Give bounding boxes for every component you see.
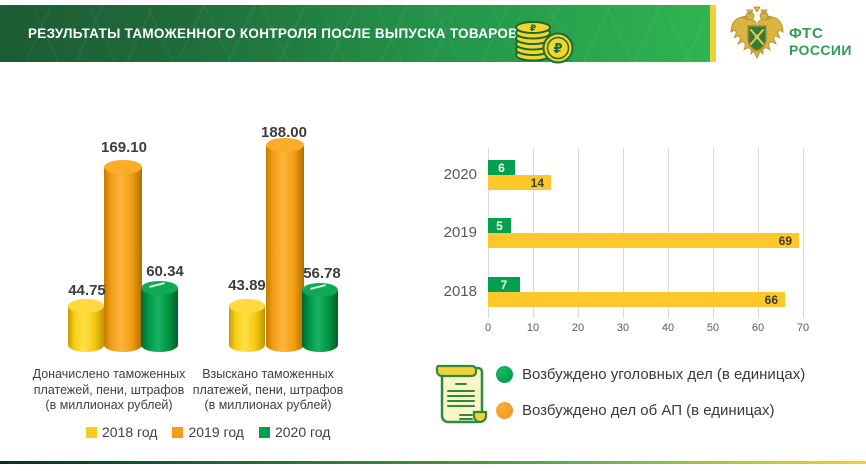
bar-vzyskano-2019 — [266, 138, 304, 352]
legend-item-2020: 2020 год — [258, 424, 331, 440]
svg-text:₽: ₽ — [553, 42, 562, 57]
fts-emblem-icon — [730, 6, 784, 59]
gridline — [803, 148, 804, 318]
category-line: платежей, пени, штрафов — [192, 382, 344, 397]
bar-value-label: 43.89 — [228, 277, 266, 294]
bar-2020-criminal: 6 — [488, 160, 515, 175]
x-axis-tick: 50 — [706, 322, 720, 334]
category-label-vzyskano: Взыскано таможенных платежей, пени, штра… — [186, 367, 350, 414]
scroll-document-icon — [435, 364, 488, 424]
right-legend-ap: Возбуждено дел об АП (в единицах) — [496, 402, 775, 419]
page-title: РЕЗУЛЬТАТЫ ТАМОЖЕННОГО КОНТРОЛЯ ПОСЛЕ ВЫ… — [28, 26, 519, 41]
left-chart-legend: 2018 год 2019 год 2020 год — [86, 424, 330, 440]
legend-item-2019: 2019 год — [172, 424, 244, 440]
legend-swatch-orange — [172, 426, 184, 438]
legend-swatch-green — [258, 426, 270, 438]
x-axis-tick: 40 — [661, 322, 675, 334]
orange-dot-icon — [496, 402, 513, 419]
banner-divider — [710, 5, 716, 62]
bar-donachisleno-2018 — [68, 299, 104, 352]
logo-line-fts: ФТС — [789, 25, 824, 42]
y-axis-label: 2019 — [443, 224, 477, 241]
svg-text:₽: ₽ — [530, 24, 536, 34]
category-line: (в миллионах рублей) — [45, 398, 173, 412]
x-axis-tick: 60 — [751, 322, 765, 334]
bar-value-label: 188.00 — [261, 124, 307, 141]
bar-2018-ap: 66 — [488, 292, 785, 307]
bar-value-label: 44.75 — [68, 282, 106, 299]
x-axis-tick: 0 — [484, 322, 492, 334]
x-axis-tick: 70 — [796, 322, 810, 334]
category-line: Взыскано таможенных — [202, 367, 334, 381]
category-line: Доначислено таможенных — [32, 367, 186, 381]
category-label-donachisleno: Доначислено таможенных платежей, пени, ш… — [27, 367, 191, 414]
x-axis-tick: 30 — [616, 322, 630, 334]
bar-donachisleno-2020 — [141, 281, 178, 352]
bar-vzyskano-2018 — [229, 299, 265, 352]
legend-label: 2018 год — [102, 424, 158, 440]
legend-label: Возбуждено уголовных дел (в единицах) — [522, 366, 806, 383]
right-bar-chart: 6 14 5 69 7 66 — [488, 148, 810, 318]
bar-donachisleno-2019 — [104, 160, 142, 352]
bar-2019-ap: 69 — [488, 233, 799, 248]
right-legend-criminal: Возбуждено уголовных дел (в единицах) — [496, 366, 805, 383]
legend-label: Возбуждено дел об АП (в единицах) — [522, 402, 775, 419]
legend-item-2018: 2018 год — [86, 424, 157, 440]
green-dot-icon — [496, 366, 513, 383]
y-axis-label: 2018 — [443, 283, 477, 300]
fts-logo-text: ФТС РОССИИ — [789, 26, 852, 57]
bar-value-label: 169.10 — [101, 139, 147, 156]
bar-value-label: 56.78 — [303, 265, 341, 282]
category-line: платежей, пени, штрафов — [33, 382, 185, 397]
bar-2018-criminal: 7 — [488, 277, 520, 292]
bar-vzyskano-2020 — [302, 283, 338, 352]
x-axis-tick: 10 — [526, 322, 540, 334]
y-axis-label: 2020 — [443, 166, 477, 183]
category-line: (в миллионах рублей) — [204, 398, 332, 412]
footer-accent-line — [0, 461, 866, 464]
ruble-coins-icon: ₽ ₽ — [515, 21, 574, 64]
legend-label: 2020 год — [274, 424, 331, 440]
logo-line-rossii: РОССИИ — [789, 42, 852, 58]
header-banner: РЕЗУЛЬТАТЫ ТАМОЖЕННОГО КОНТРОЛЯ ПОСЛЕ ВЫ… — [0, 5, 710, 64]
bar-value-label: 60.34 — [146, 263, 184, 280]
x-axis-tick: 20 — [571, 322, 585, 334]
legend-label: 2019 год — [188, 424, 244, 440]
legend-swatch-yellow — [86, 426, 97, 438]
bar-2020-ap: 14 — [488, 175, 551, 190]
bar-2019-criminal: 5 — [488, 218, 511, 233]
